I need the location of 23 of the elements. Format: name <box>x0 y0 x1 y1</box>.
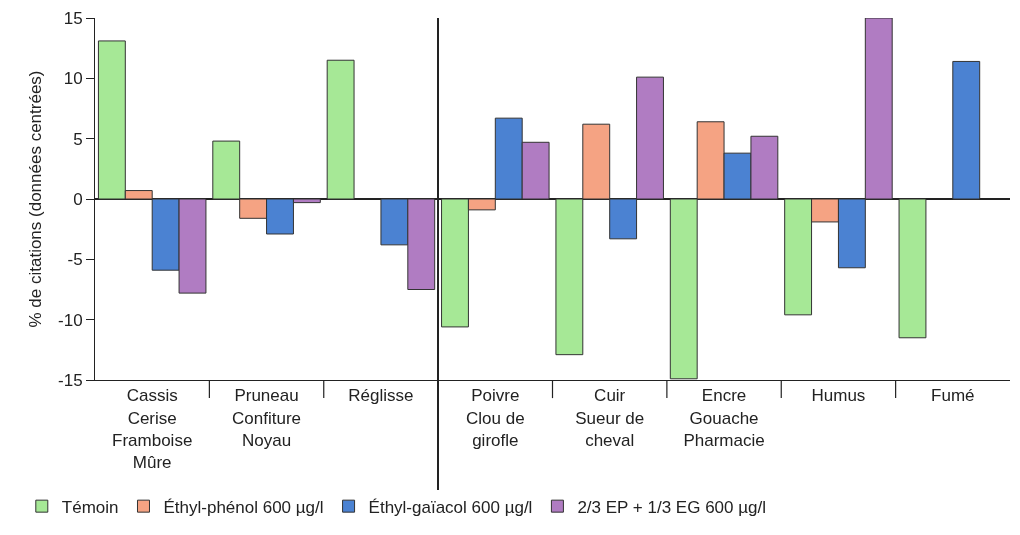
y-tick-label: -15 <box>58 370 83 390</box>
y-tick-label: 10 <box>63 69 83 89</box>
y-tick-label: 15 <box>63 8 83 28</box>
x-tick-label: Humus <box>811 386 866 406</box>
y-tick-label: -10 <box>58 310 83 330</box>
legend-label: 2/3 EP + 1/3 EG 600 µg/l <box>577 497 766 517</box>
x-tick-label: Cassis Cerise Framboise Mûre <box>112 386 193 472</box>
x-tick-label: Cuir Sueur de cheval <box>575 386 645 450</box>
x-tick-label: Poivre Clou de girofle <box>466 386 525 450</box>
bar <box>952 60 981 200</box>
x-tick-label: Encre Gouache Pharmacie <box>683 386 765 450</box>
y-tick-label: 5 <box>73 129 83 149</box>
bar <box>898 198 927 339</box>
x-tick-label: Pruneau Confiture Noyau <box>232 386 302 450</box>
y-axis-title: % de citations (données centrées) <box>25 70 45 328</box>
y-tick-label: 0 <box>73 189 83 209</box>
x-tick-label: Fumé <box>931 386 975 406</box>
x-tick-label: Réglisse <box>348 386 414 406</box>
legend-label: Éthyl-gaïacol 600 µg/l <box>368 497 533 517</box>
y-tick-label: -5 <box>67 250 83 270</box>
legend-label: Éthyl-phénol 600 µg/l <box>163 497 324 517</box>
bar <box>326 59 355 200</box>
legend-label: Témoin <box>61 497 119 517</box>
